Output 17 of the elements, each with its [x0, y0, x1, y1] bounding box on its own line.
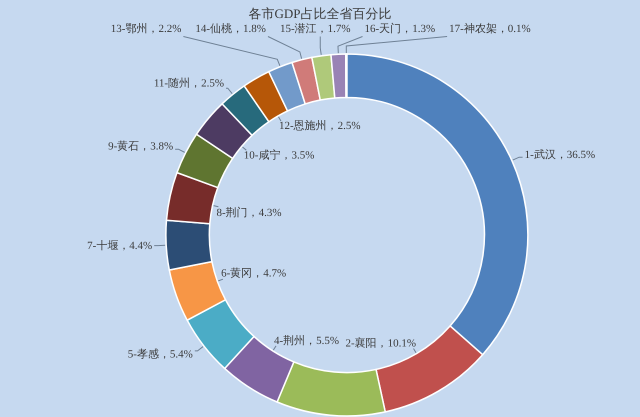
- chart-title: 各市GDP占比全省百分比: [248, 6, 392, 21]
- slice-label: 4-荆州，5.5%: [274, 334, 340, 348]
- slice-label: 17-神农架，0.1%: [449, 22, 531, 35]
- slice-label: 2-襄阳，10.1%: [346, 336, 416, 350]
- slice-label: 12-恩施州，2.5%: [278, 118, 361, 132]
- slice-label: 7-十堰，4.4%: [87, 239, 152, 252]
- slice-label: 9-黄石，3.8%: [108, 139, 174, 152]
- slice-label: 11-随州，2.5%: [154, 76, 224, 90]
- slice-label: 6-黄冈，4.7%: [221, 266, 286, 280]
- slice-label: 10-咸宁，3.5%: [244, 148, 314, 162]
- slice-label: 14-仙桃，1.8%: [195, 23, 266, 35]
- slice-label: 15-潜江，1.7%: [280, 22, 351, 35]
- slice-label: 1-武汉，36.5%: [524, 148, 596, 161]
- slice-label: 16-天门，1.3%: [364, 22, 436, 35]
- slice-label: 5-孝感，5.4%: [128, 348, 193, 361]
- slice-label: 13-鄂州，2.2%: [110, 22, 182, 35]
- slice-label: 8-荆门，4.3%: [216, 206, 282, 219]
